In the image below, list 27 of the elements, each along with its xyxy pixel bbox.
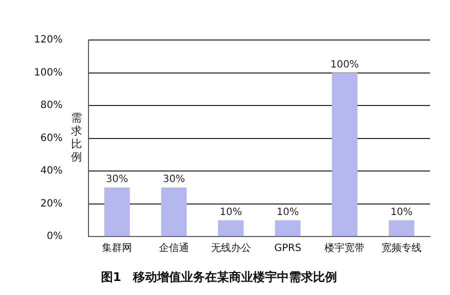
x-tick-label: 无线办公 xyxy=(210,242,251,254)
y-tick-label: 60% xyxy=(40,132,63,144)
data-label: 10% xyxy=(390,206,413,218)
data-label: 10% xyxy=(220,206,242,218)
text: 图1 移动增值业务在某商业楼宇中需求比例 xyxy=(100,270,338,284)
bar xyxy=(104,187,130,236)
x-tick-label: GPRS xyxy=(274,243,302,254)
data-label: 30% xyxy=(106,174,128,186)
x-tick-label: 楼宇宽带 xyxy=(324,242,365,254)
y-tick-label: 80% xyxy=(40,100,63,112)
x-tick-label: 宽频专线 xyxy=(382,242,422,254)
x-tick-label: 企信通 xyxy=(158,242,189,254)
bar xyxy=(218,220,244,236)
y-tick-label: 40% xyxy=(40,166,63,177)
y-tick-label: 120% xyxy=(34,34,63,46)
bar xyxy=(332,72,358,236)
y-tick-label: 0% xyxy=(46,231,63,242)
bar xyxy=(274,220,301,236)
bar xyxy=(161,187,187,236)
data-label: 100% xyxy=(330,59,359,70)
bar xyxy=(388,220,414,236)
y-tick-label: 20% xyxy=(40,198,63,210)
data-label: 10% xyxy=(276,206,299,218)
x-tick-label: 集群网 xyxy=(102,242,132,254)
y-axis-title: 需求比例 xyxy=(71,112,82,164)
data-label: 30% xyxy=(162,174,186,186)
y-tick-label: 100% xyxy=(34,67,63,78)
